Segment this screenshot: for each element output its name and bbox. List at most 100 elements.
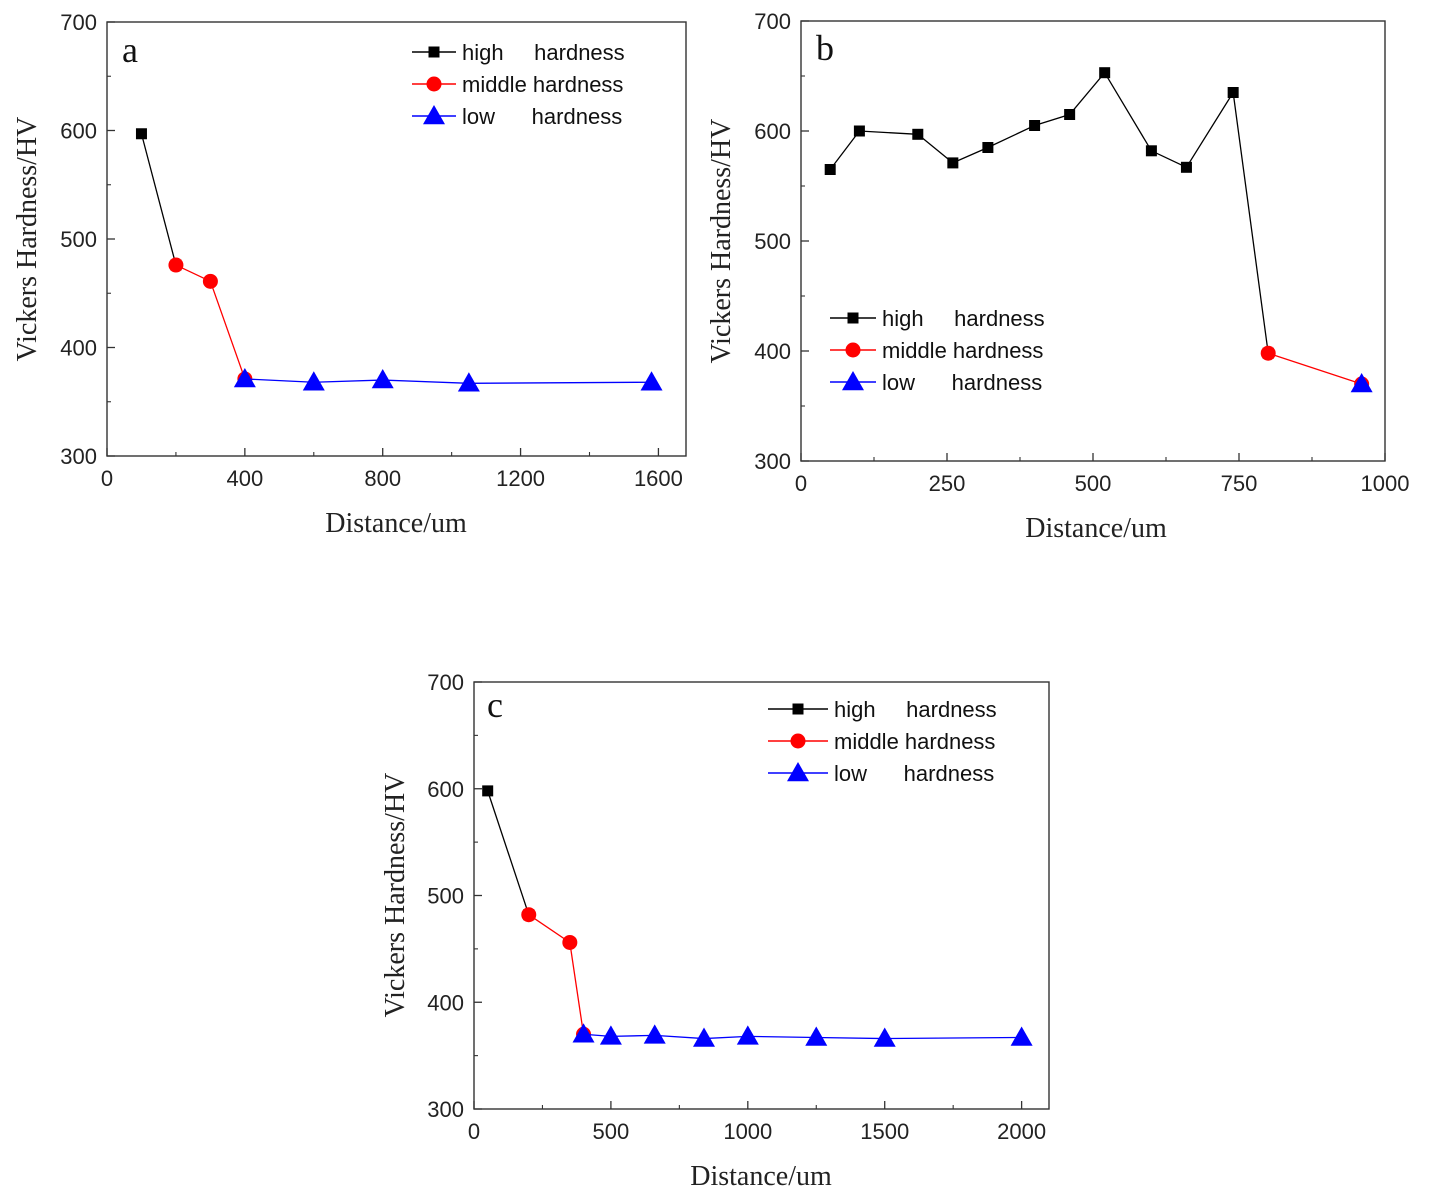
- legend-marker: [842, 371, 864, 391]
- series-line: [829, 71, 1269, 354]
- y-tick-label: 300: [60, 444, 97, 469]
- data-point: [873, 1027, 896, 1047]
- data-point: [1064, 109, 1076, 120]
- x-tick-label: 1000: [1361, 471, 1410, 496]
- series-square: [482, 785, 535, 921]
- legend-label: low hardness: [882, 370, 1042, 395]
- series-square: [135, 128, 182, 271]
- data-point: [599, 1025, 622, 1045]
- y-tick-label: 600: [427, 777, 464, 802]
- x-tick-label: 500: [1075, 471, 1112, 496]
- y-tick-label: 300: [427, 1097, 464, 1122]
- y-tick-label: 700: [754, 9, 791, 34]
- series-line: [583, 1033, 1022, 1040]
- legend-marker: [787, 762, 809, 782]
- panel-label: c: [487, 685, 503, 725]
- y-tick-label: 400: [754, 339, 791, 364]
- data-point: [168, 257, 184, 273]
- data-point: [912, 128, 924, 140]
- series-circle: [1260, 345, 1370, 392]
- y-tick-label: 500: [427, 884, 464, 909]
- y-tick-label: 500: [754, 229, 791, 254]
- series-line: [528, 914, 585, 1035]
- data-point: [202, 273, 218, 289]
- data-point: [1350, 373, 1373, 393]
- series-line: [487, 790, 530, 915]
- data-point: [1260, 345, 1276, 361]
- x-tick-label: 1600: [634, 466, 683, 491]
- x-tick-label: 0: [795, 471, 807, 496]
- y-tick-label: 600: [754, 119, 791, 144]
- x-tick-label: 400: [226, 466, 263, 491]
- data-point: [853, 125, 865, 137]
- series-line: [244, 378, 652, 384]
- legend-marker: [426, 76, 442, 92]
- chart-panel-b: 0 250 500 750 1000 300 400 500 600 700 Distance/um…: [706, 9, 1409, 544]
- data-point: [1145, 145, 1157, 157]
- series-triangle: [1350, 373, 1373, 393]
- legend: high hardness middle hardness low hardness: [412, 40, 625, 129]
- data-point: [371, 369, 394, 389]
- x-axis-title: Distance/um: [325, 508, 467, 539]
- series-triangle: [572, 1023, 1033, 1047]
- data-point: [1010, 1026, 1033, 1046]
- data-point: [736, 1025, 759, 1045]
- data-point: [640, 371, 663, 391]
- x-tick-label: 750: [1221, 471, 1258, 496]
- legend-label: middle hardness: [882, 338, 1043, 363]
- data-point: [521, 907, 537, 923]
- y-tick-label: 400: [427, 990, 464, 1015]
- data-point: [643, 1024, 666, 1044]
- series-circle: [168, 257, 253, 387]
- legend-label: high hardness: [882, 306, 1045, 331]
- series-circle: [521, 907, 592, 1042]
- data-point: [457, 372, 480, 392]
- legend-marker: [792, 703, 804, 715]
- x-tick-label: 1200: [496, 466, 545, 491]
- data-point: [135, 128, 147, 140]
- panel-label: b: [816, 28, 834, 68]
- data-point: [947, 157, 959, 169]
- legend-label: high hardness: [834, 697, 997, 722]
- x-tick-label: 500: [593, 1119, 630, 1144]
- legend-label: high hardness: [462, 40, 625, 65]
- data-point: [302, 371, 325, 391]
- series-triangle: [233, 367, 663, 392]
- x-tick-label: 0: [101, 466, 113, 491]
- chart-panel-c: 0 500 1000 1500 2000 300 400 500 600 700 Distance/…: [380, 670, 1050, 1192]
- panel-label: a: [122, 30, 138, 70]
- data-point: [233, 367, 256, 388]
- legend: high hardness middle hardness low hardness: [768, 697, 997, 786]
- legend-label: middle hardness: [834, 729, 995, 754]
- legend-marker: [845, 342, 861, 358]
- series-line: [1267, 352, 1362, 385]
- data-point: [482, 785, 494, 797]
- y-tick-label: 700: [60, 10, 97, 35]
- data-point: [1099, 67, 1111, 79]
- y-axis-title: Vickers Hardness/HV: [706, 119, 737, 364]
- legend-marker: [428, 46, 440, 58]
- data-point: [1227, 87, 1239, 98]
- series-line: [140, 133, 177, 266]
- legend-marker: [423, 105, 445, 125]
- y-tick-label: 300: [754, 449, 791, 474]
- y-axis-title: Vickers Hardness/HV: [12, 117, 43, 362]
- x-tick-label: 1500: [860, 1119, 909, 1144]
- chart-panel-a: 0 400 800 1200 1600 300 400 500 600 700 Distance/u…: [12, 10, 687, 539]
- x-axis-title: Distance/um: [1025, 513, 1167, 544]
- x-tick-label: 1000: [723, 1119, 772, 1144]
- data-point: [824, 164, 836, 175]
- legend-label: low hardness: [834, 761, 994, 786]
- data-point: [572, 1023, 595, 1043]
- legend-label: low hardness: [462, 104, 622, 129]
- legend-marker: [790, 733, 806, 749]
- x-tick-label: 0: [468, 1119, 480, 1144]
- legend-label: middle hardness: [462, 72, 623, 97]
- data-point: [805, 1026, 828, 1046]
- data-point: [1029, 120, 1041, 131]
- x-tick-label: 250: [929, 471, 966, 496]
- data-point: [982, 142, 994, 153]
- data-point: [1180, 161, 1192, 173]
- data-point: [693, 1027, 715, 1047]
- legend: high hardness middle hardness low hardness: [830, 306, 1045, 395]
